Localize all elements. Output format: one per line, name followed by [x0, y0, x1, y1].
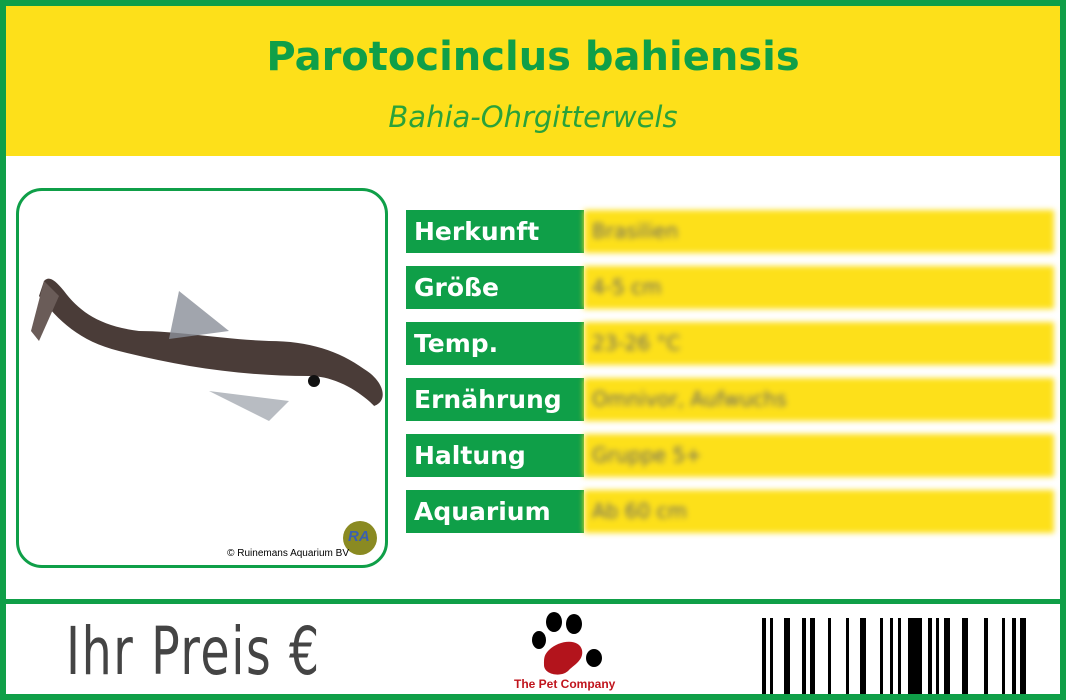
barcode-bar: [890, 618, 893, 694]
barcode-bar: [936, 618, 939, 694]
row-value: 23-26 °C: [584, 322, 1054, 365]
barcode: [762, 618, 1026, 694]
barcode-bar: [984, 618, 988, 694]
table-row: Ernährung Omnivor, Aufwuchs: [406, 378, 1054, 421]
table-row: Herkunft Brasilien: [406, 210, 1054, 253]
barcode-bar: [770, 618, 773, 694]
barcode-bar: [1020, 618, 1026, 694]
row-label: Haltung: [406, 434, 584, 477]
row-value: 4-5 cm: [584, 266, 1054, 309]
barcode-bar: [810, 618, 815, 694]
fish-photo: RA © Ruinemans Aquarium BV: [16, 188, 388, 568]
row-label: Aquarium: [406, 490, 584, 533]
barcode-bar: [962, 618, 968, 694]
brand-name: The Pet Company: [514, 677, 616, 691]
barcode-bar: [928, 618, 932, 694]
table-row: Größe 4-5 cm: [406, 266, 1054, 309]
barcode-bar: [1002, 618, 1005, 694]
row-value: Ab 60 cm: [584, 490, 1054, 533]
species-title: Parotocinclus bahiensis: [266, 34, 800, 80]
barcode-bar: [846, 618, 849, 694]
row-label: Temp.: [406, 322, 584, 365]
barcode-bar: [944, 618, 950, 694]
barcode-bar: [880, 618, 883, 694]
barcode-bar: [762, 618, 766, 694]
header: Parotocinclus bahiensis Bahia-Ohrgitterw…: [6, 6, 1060, 156]
info-table: Herkunft Brasilien Größe 4-5 cm Temp. 23-26…: [406, 210, 1054, 546]
price-label: Ihr Preis €: [66, 613, 321, 690]
row-label: Größe: [406, 266, 584, 309]
barcode-bar: [802, 618, 806, 694]
barcode-bar: [1012, 618, 1016, 694]
ruinemans-logo-text: RA: [348, 528, 370, 545]
barcode-bar: [860, 618, 866, 694]
row-value: Omnivor, Aufwuchs: [584, 378, 1054, 421]
barcode-bar: [898, 618, 901, 694]
table-row: Aquarium Ab 60 cm: [406, 490, 1054, 533]
row-label: Herkunft: [406, 210, 584, 253]
table-row: Temp. 23-26 °C: [406, 322, 1054, 365]
barcode-bar: [828, 618, 831, 694]
divider: [6, 599, 1060, 604]
row-label: Ernährung: [406, 378, 584, 421]
row-value: Gruppe 5+: [584, 434, 1054, 477]
row-value: Brasilien: [584, 210, 1054, 253]
common-name: Bahia-Ohrgitterwels: [388, 100, 678, 134]
fish-image: [31, 278, 383, 421]
paw-icon: [532, 612, 602, 675]
table-row: Haltung Gruppe 5+: [406, 434, 1054, 477]
barcode-bar: [908, 618, 922, 694]
ruinemans-logo: RA: [343, 521, 377, 555]
barcode-bar: [784, 618, 790, 694]
photo-credit: © Ruinemans Aquarium BV: [227, 548, 349, 559]
